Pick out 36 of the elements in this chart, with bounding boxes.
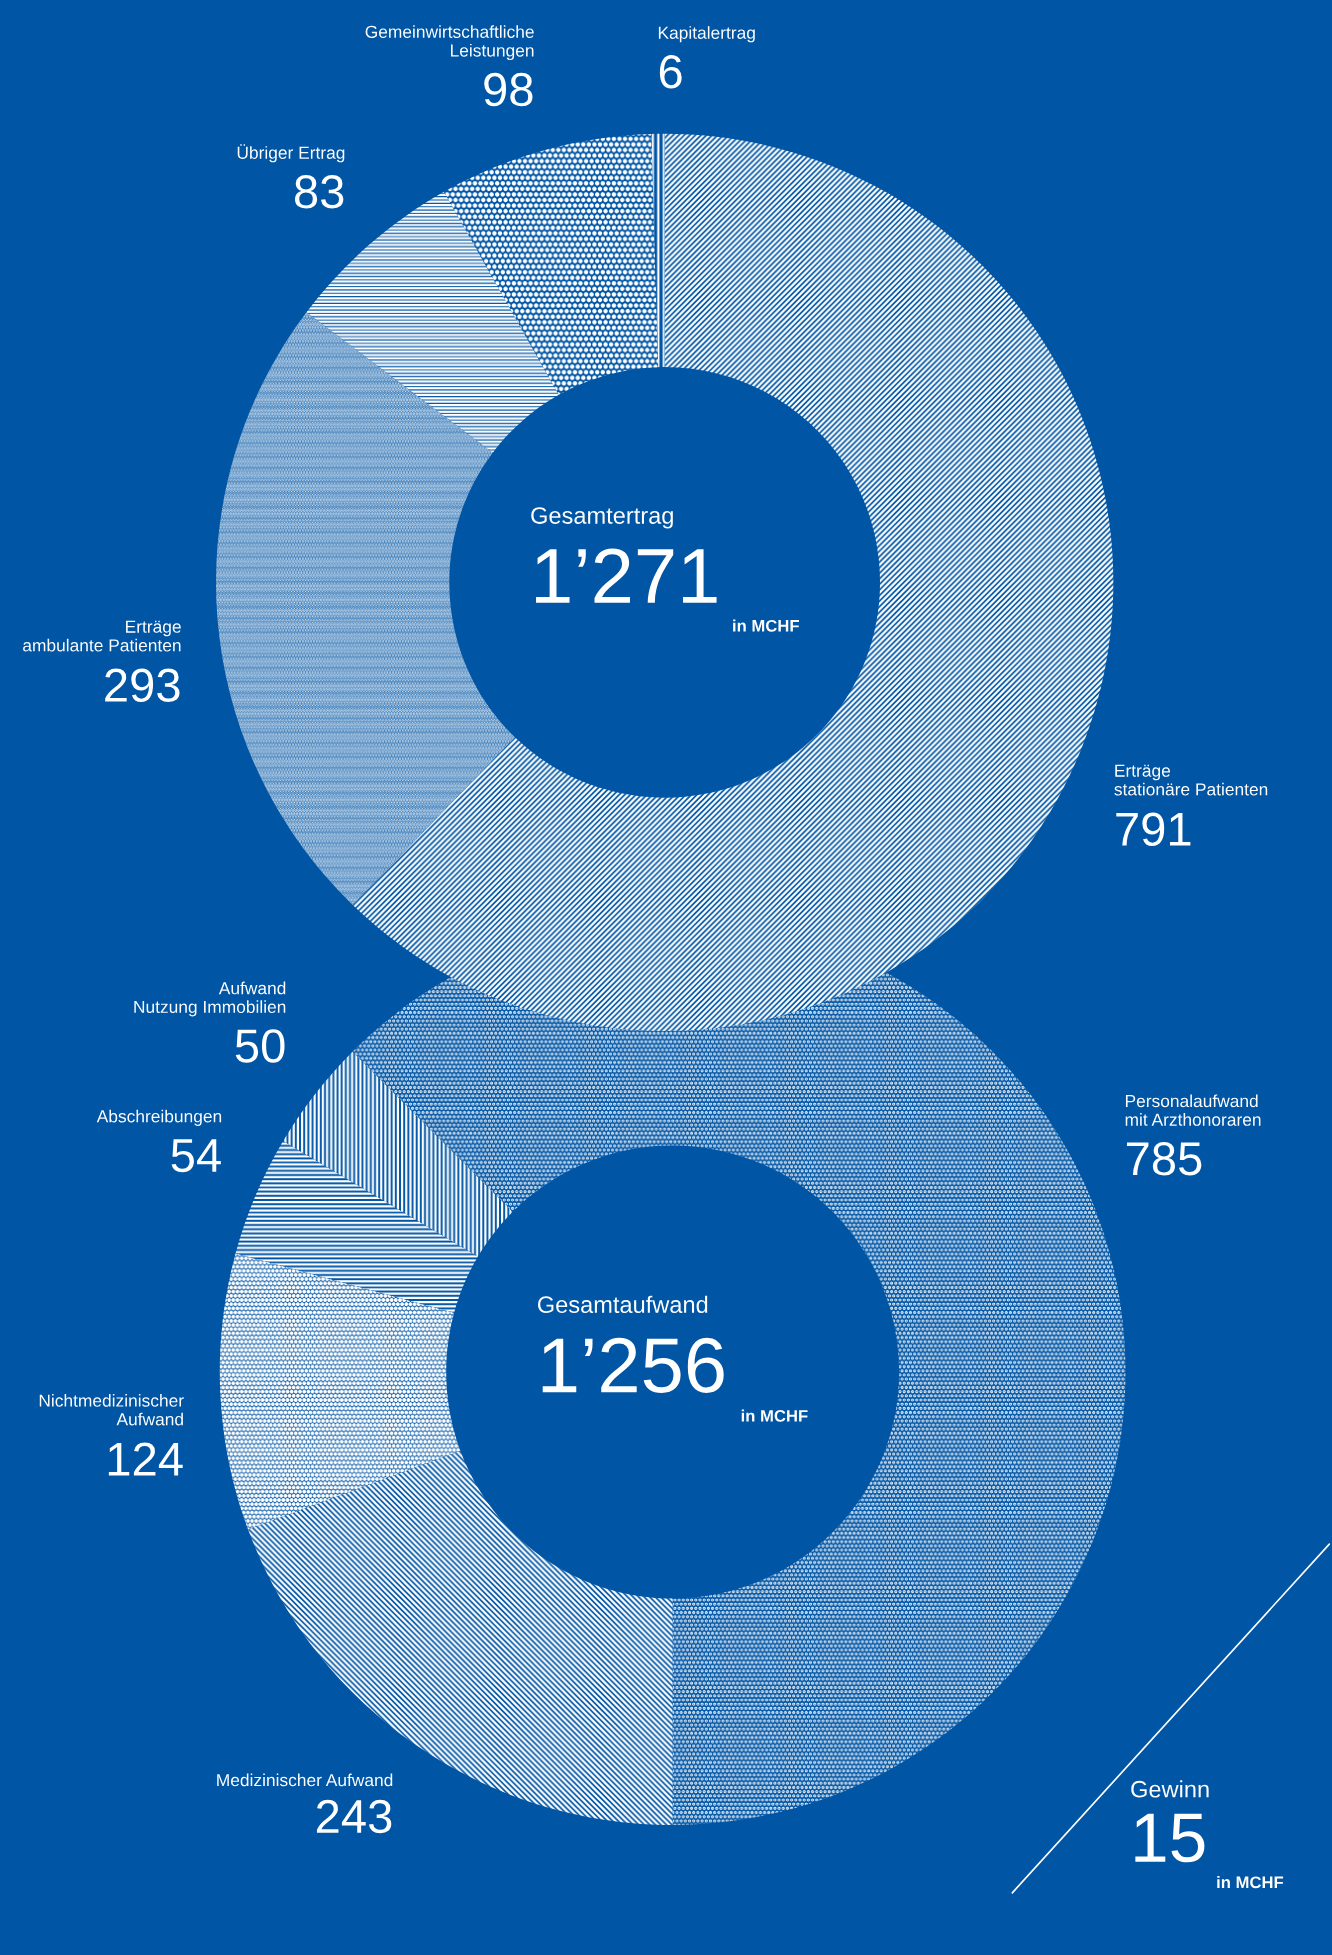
slice-label: Kapitalertrag: [658, 26, 755, 43]
data-label: 293: [105, 668, 180, 702]
slice-label: Erträge stationäre Patienten: [1114, 764, 1268, 796]
text: in MCHF: [741, 1409, 808, 1422]
data-label: 6: [659, 55, 682, 89]
text: Gesamtaufwand: [537, 1295, 708, 1314]
donut-slice: [352, 133, 1114, 1032]
donut-slice: [283, 1051, 513, 1257]
data-label: 243: [316, 1799, 392, 1834]
data-label: 50: [235, 1029, 285, 1063]
donut-slice: [651, 133, 665, 368]
slice-label: Personalaufwand mit Arzthonoraren: [1125, 1094, 1261, 1126]
slice-label: Abschreibungen: [96, 1109, 222, 1126]
text: in MCHF: [733, 619, 799, 632]
data-label: 124: [108, 1442, 183, 1476]
slice-label: Medizinischer Aufwand: [217, 1773, 393, 1787]
donut-slice: [235, 1141, 478, 1313]
text: Gesamtertrag: [531, 507, 673, 529]
text: Gewinn: [1131, 1780, 1209, 1798]
data-label: 54: [171, 1139, 221, 1173]
slice-label: Nichtmedizinischer Aufwand: [39, 1394, 184, 1426]
slice-label: Übriger Ertrag: [237, 144, 345, 163]
data-label: 98: [484, 72, 533, 107]
text: 1’271: [536, 548, 717, 603]
text: 15: [1135, 1813, 1205, 1863]
donut-slice: [219, 1253, 461, 1530]
data-label: 785: [1126, 1142, 1202, 1176]
slice-label: Erträge ambulante Patienten: [23, 620, 181, 652]
data-label: 83: [294, 175, 344, 209]
donut-slice: [216, 312, 515, 905]
slice-label: Gemeinwirtschaftliche Leistungen: [365, 25, 534, 61]
donut-slice: [444, 133, 659, 395]
data-label: 791: [1116, 812, 1191, 846]
text: 1’256: [542, 1337, 724, 1393]
text: in MCHF: [1217, 1876, 1284, 1889]
slice-label: Aufwand Nutzung Immobilien: [134, 981, 286, 1017]
